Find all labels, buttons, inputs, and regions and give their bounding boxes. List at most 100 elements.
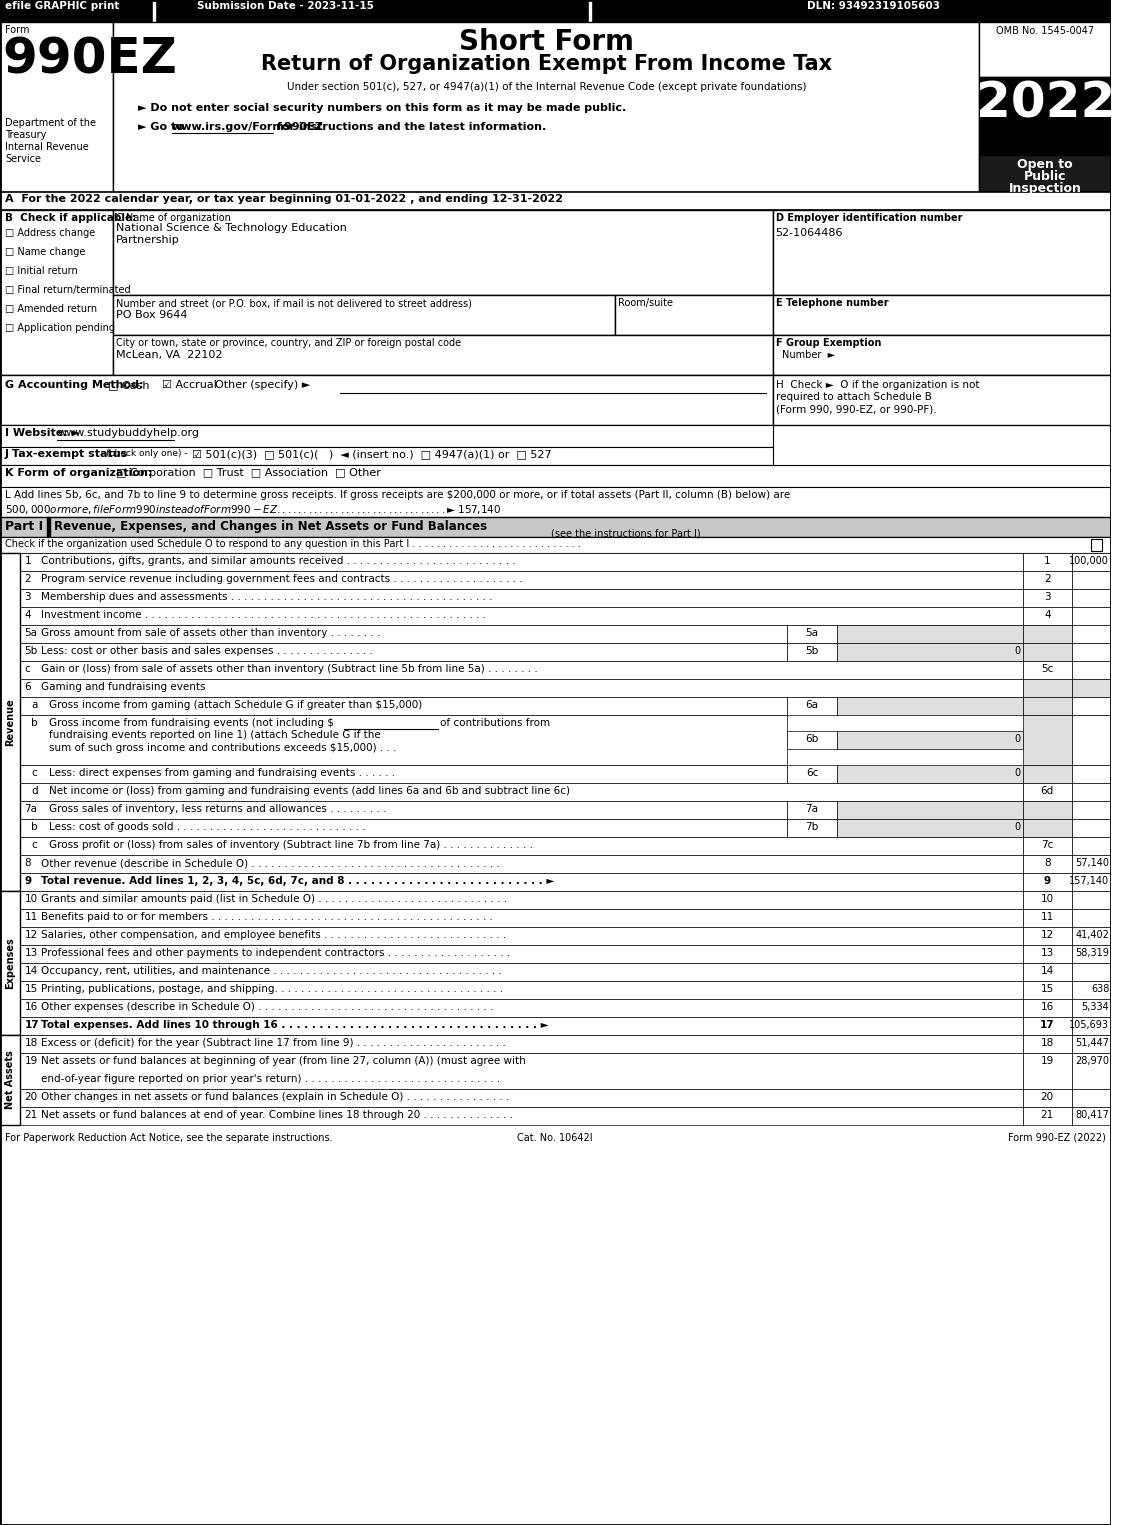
Bar [0,192,1111,210]
Text: Service: Service [5,154,41,165]
Text: of contributions from: of contributions from [440,718,550,727]
Bar [1071,819,1111,837]
Text: □ Address change: □ Address change [5,229,95,238]
Bar [19,697,787,715]
Text: D Employer identification number: D Employer identification number [776,214,962,223]
Text: □ Cash: □ Cash [108,380,150,390]
Bar [979,21,1111,76]
Text: PO Box 9644: PO Box 9644 [116,310,187,320]
Text: efile GRAPHIC print: efile GRAPHIC print [5,2,120,11]
Bar [1071,697,1111,715]
Bar [19,1107,1023,1125]
Bar [1071,946,1111,962]
Text: Gross income from fundraising events (not including $: Gross income from fundraising events (no… [50,718,334,727]
Text: 0: 0 [1015,647,1021,656]
Text: Contributions, gifts, grants, and similar amounts received . . . . . . . . . . .: Contributions, gifts, grants, and simila… [42,557,516,566]
Text: C Name of organization: C Name of organization [116,214,231,223]
Text: Revenue, Expenses, and Changes in Net Assets or Fund Balances: Revenue, Expenses, and Changes in Net As… [54,520,488,534]
Text: 21: 21 [1041,1110,1053,1119]
Bar [787,730,837,749]
Text: Submission Date - 2023-11-15: Submission Date - 2023-11-15 [196,2,374,11]
Bar [1023,999,1071,1017]
Bar [19,909,1023,927]
Text: 7b: 7b [805,822,819,833]
Bar [1071,1017,1111,1035]
Bar [1071,679,1111,697]
Text: □ Final return/terminated: □ Final return/terminated [5,285,131,294]
Bar [0,486,1111,517]
Text: DLN: 93492319105603: DLN: 93492319105603 [807,2,940,11]
Bar [837,644,1023,660]
Bar [1071,715,1111,766]
Text: 18: 18 [1041,1039,1053,1048]
Text: Cat. No. 10642I: Cat. No. 10642I [517,1133,593,1144]
Bar [1071,801,1111,819]
Bar [1071,589,1111,607]
Text: 19: 19 [25,1055,38,1066]
Text: (check only one) -: (check only one) - [106,448,187,458]
Text: c: c [25,663,30,674]
Text: end-of-year figure reported on prior year's return) . . . . . . . . . . . . . . : end-of-year figure reported on prior yea… [42,1074,500,1084]
Text: Check if the organization used Schedule O to respond to any question in this Par: Check if the organization used Schedule … [5,538,580,549]
Bar [979,76,1111,156]
Bar [1071,999,1111,1017]
Bar [1071,927,1111,946]
Text: Gross profit or (loss) from sales of inventory (Subtract line 7b from line 7a) .: Gross profit or (loss) from sales of inv… [50,840,533,849]
Bar [19,660,1023,679]
Text: City or town, state or province, country, and ZIP or foreign postal code: City or town, state or province, country… [116,339,462,348]
Text: Under section 501(c), 527, or 4947(a)(1) of the Internal Revenue Code (except pr: Under section 501(c), 527, or 4947(a)(1)… [287,82,806,91]
Text: I Website: ►: I Website: ► [5,429,80,438]
Text: 100,000: 100,000 [1069,557,1110,566]
Text: 1: 1 [25,557,32,566]
Bar [787,625,837,644]
Text: 5a: 5a [25,628,37,637]
Bar [19,946,1023,962]
Bar [1071,782,1111,801]
Text: □ Name change: □ Name change [5,247,86,258]
Bar [113,294,615,336]
Bar [0,425,772,447]
Bar [152,0,155,21]
Bar [113,336,772,375]
Bar [1023,570,1071,589]
Text: Gross income from gaming (attach Schedule G if greater than $15,000): Gross income from gaming (attach Schedul… [50,700,422,711]
Bar [19,872,1023,891]
Text: Less: cost or other basis and sales expenses . . . . . . . . . . . . . . .: Less: cost or other basis and sales expe… [42,647,374,656]
Text: Professional fees and other payments to independent contractors . . . . . . . . : Professional fees and other payments to … [42,949,510,958]
Bar [19,962,1023,981]
Text: 105,693: 105,693 [1069,1020,1110,1029]
Text: 9: 9 [1043,875,1051,886]
Text: 20: 20 [25,1092,37,1103]
Text: OMB No. 1545-0047: OMB No. 1545-0047 [996,26,1094,37]
Text: 10: 10 [1041,894,1053,904]
Text: Expenses: Expenses [5,938,15,988]
Bar [19,927,1023,946]
Bar [772,210,1111,294]
Bar [1071,981,1111,999]
Bar [19,570,1023,589]
Bar [1071,909,1111,927]
Bar [837,819,1023,837]
Bar [0,1035,19,1125]
Text: Net assets or fund balances at beginning of year (from line 27, column (A)) (mus: Net assets or fund balances at beginning… [42,1055,526,1066]
Text: 80,417: 80,417 [1076,1110,1110,1119]
Text: 18: 18 [25,1039,38,1048]
Bar [19,766,787,782]
Text: Partnership: Partnership [116,235,180,246]
Text: 5b: 5b [25,647,38,656]
Bar [1023,715,1071,766]
Bar [1071,644,1111,660]
Text: Benefits paid to or for members . . . . . . . . . . . . . . . . . . . . . . . . : Benefits paid to or for members . . . . … [42,912,493,923]
Bar [0,891,19,1035]
Bar [1023,697,1071,715]
Bar [1023,782,1071,801]
Text: K Form of organization:: K Form of organization: [5,468,152,477]
Text: 7a: 7a [25,804,37,814]
Bar [19,1052,1023,1089]
Text: 5c: 5c [1041,663,1053,674]
Text: Return of Organization Exempt From Income Tax: Return of Organization Exempt From Incom… [261,53,832,75]
Bar [787,819,837,837]
Text: 157,140: 157,140 [1069,875,1110,886]
Text: Gross amount from sale of assets other than inventory . . . . . . . .: Gross amount from sale of assets other t… [42,628,380,637]
Text: □ Application pending: □ Application pending [5,323,115,332]
